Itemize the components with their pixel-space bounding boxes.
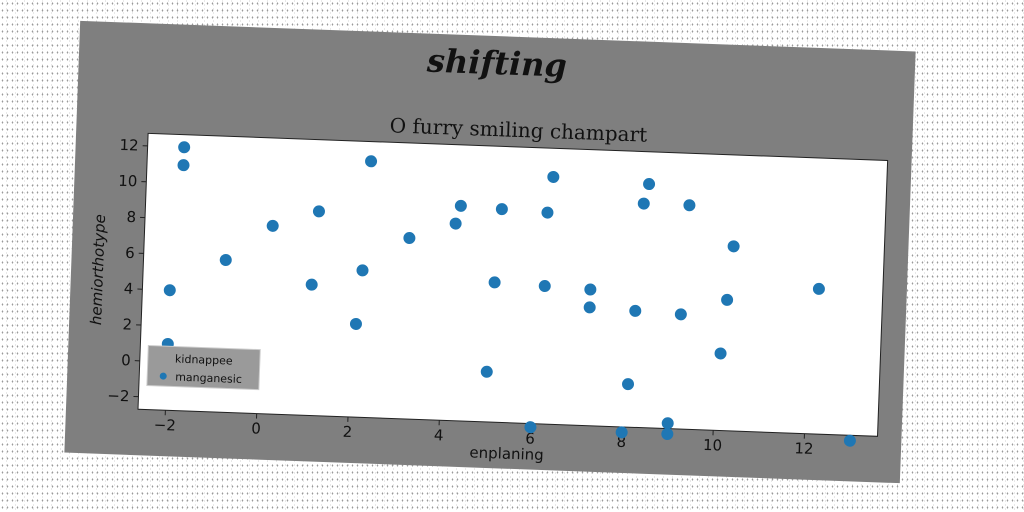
y-tick-label: −2: [107, 387, 130, 406]
x-tick-label: 0: [251, 419, 261, 437]
y-tick-label: 10: [118, 172, 138, 191]
data-point: [356, 264, 369, 277]
data-point: [538, 280, 551, 293]
y-tick-label: 2: [122, 315, 132, 333]
data-point: [488, 276, 501, 289]
legend-entry-label: manganesic: [175, 371, 242, 386]
data-point: [674, 308, 687, 321]
data-point: [454, 199, 467, 212]
data-point: [584, 283, 597, 296]
x-tick-label: 10: [703, 436, 723, 455]
data-point: [541, 206, 554, 219]
data-point: [622, 378, 635, 391]
data-point: [812, 282, 825, 295]
y-axis-title: hemiorthotype: [87, 214, 109, 326]
x-tick-label: 12: [794, 439, 814, 458]
data-point: [177, 159, 190, 172]
figure-card: shifting O furry smiling champart enplan…: [64, 20, 916, 484]
data-point: [615, 426, 628, 439]
x-tick-label: 6: [525, 429, 535, 447]
data-point: [843, 434, 856, 447]
x-tick-label: 4: [434, 426, 444, 444]
data-point: [727, 240, 740, 253]
data-point: [524, 421, 537, 434]
x-axis-ticks: −2 0 2 4 6 8 10 12: [153, 410, 814, 458]
data-point: [721, 293, 734, 306]
legend-marker: [159, 372, 167, 380]
y-tick-label: 8: [126, 208, 136, 226]
x-tick-label: −2: [153, 416, 176, 435]
data-point: [365, 155, 378, 168]
legend-box: [146, 345, 261, 391]
data-point: [480, 365, 493, 378]
data-points: [161, 141, 856, 447]
legend-title: kidnappee: [175, 353, 233, 368]
data-point: [349, 317, 362, 330]
data-point: [637, 197, 650, 210]
x-tick-label: 2: [342, 423, 352, 441]
data-point: [178, 141, 191, 154]
data-point: [495, 203, 508, 216]
y-tick-label: 0: [121, 351, 131, 369]
y-axis-ticks: −2 0 2 4 6 8 10 12: [107, 136, 148, 406]
data-point: [305, 278, 318, 291]
data-point: [683, 199, 696, 212]
data-point: [547, 170, 560, 183]
x-axis-title: enplaning: [469, 443, 544, 464]
x-tick-label: 8: [616, 433, 626, 451]
data-point: [661, 417, 674, 430]
data-point: [312, 205, 325, 218]
data-point: [583, 301, 596, 314]
data-point: [661, 427, 674, 440]
data-point: [219, 253, 232, 266]
plot-area: [137, 132, 889, 437]
data-point: [163, 284, 176, 297]
legend: kidnappee manganesic: [146, 345, 261, 391]
chart-title: O furry smiling champart: [389, 113, 647, 146]
data-point: [643, 178, 656, 191]
scatter-chart: O furry smiling champart enplaning hemio…: [87, 113, 889, 464]
data-point: [449, 217, 462, 230]
data-point: [403, 232, 416, 245]
y-tick-label: 6: [125, 244, 135, 262]
y-tick-label: 4: [124, 280, 134, 298]
data-point: [629, 304, 642, 317]
data-point: [714, 347, 727, 360]
data-point: [266, 219, 279, 232]
y-tick-label: 12: [119, 136, 139, 155]
